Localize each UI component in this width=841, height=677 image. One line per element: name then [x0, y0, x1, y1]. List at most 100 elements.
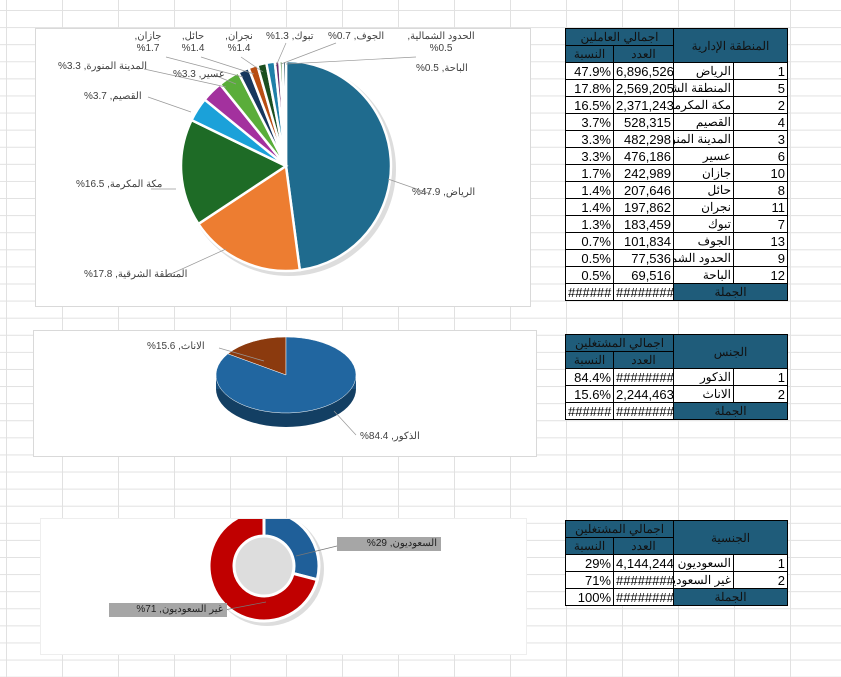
no-cell[interactable]: 4: [733, 113, 788, 131]
label-jouf: الجوف, 0.7%: [328, 31, 385, 42]
label-saudi: السعوديون, 29%: [337, 537, 441, 551]
pct-cell[interactable]: 3.7%: [565, 113, 614, 131]
no-cell[interactable]: 1: [733, 368, 789, 386]
pct-cell[interactable]: 15.6%: [565, 385, 614, 403]
name-cell[interactable]: القصيم: [673, 113, 734, 131]
label-najran: نجران, 1.4%: [225, 31, 253, 54]
no-cell[interactable]: 6: [733, 147, 788, 165]
no-cell[interactable]: 3: [733, 130, 788, 148]
table-row: 1.7% 242,989 جازان 10: [565, 164, 788, 182]
pct-cell[interactable]: 1.4%: [565, 181, 614, 199]
name-cell[interactable]: الباحة: [673, 266, 734, 284]
leader-line: [200, 56, 255, 75]
name-cell[interactable]: تبوك: [673, 215, 734, 233]
pct-cell[interactable]: 1.4%: [565, 198, 614, 216]
pct-cell[interactable]: 71%: [565, 571, 614, 589]
no-cell[interactable]: 9: [733, 249, 788, 267]
no-cell[interactable]: 2: [733, 385, 789, 403]
pie-slice[interactable]: [284, 59, 393, 272]
total-count-cell[interactable]: #########: [612, 402, 675, 420]
table-row: 1.3% 183,459 تبوك 7: [565, 215, 788, 233]
pct-header: النسبة: [565, 537, 614, 555]
nationality-donut-chart[interactable]: السعوديون, 29% غير السعوديون, 71%: [40, 509, 527, 655]
name-cell[interactable]: جازان: [673, 164, 734, 182]
name-cell[interactable]: الرياض: [673, 62, 734, 80]
no-cell[interactable]: 1: [733, 554, 789, 572]
pct-cell[interactable]: 16.5%: [565, 96, 614, 114]
total-label: الجملة: [673, 402, 789, 420]
count-cell[interactable]: 101,834: [613, 232, 674, 250]
name-cell[interactable]: غير السعوديين: [673, 571, 735, 589]
label-non-saudi: غير السعوديون, 71%: [109, 603, 227, 617]
count-cell[interactable]: 207,646: [613, 181, 674, 199]
pct-cell[interactable]: 84.4%: [565, 368, 614, 386]
leader-line: [165, 56, 244, 78]
regions-pie-chart[interactable]: الرياض, 47.9% المنطقة الشرقية, 17.8% مكة…: [35, 28, 531, 307]
total-pct-cell[interactable]: ######: [565, 402, 614, 420]
name-cell[interactable]: الجوف: [673, 232, 734, 250]
nationality-table: اجمالي المشتغلين الجنسية النسبة العدد 29% 4,…: [564, 520, 789, 606]
count-cell[interactable]: 242,989: [613, 164, 674, 182]
pct-cell[interactable]: 1.3%: [565, 215, 614, 233]
no-cell[interactable]: 1: [733, 62, 788, 80]
total-count-cell[interactable]: #########: [613, 283, 674, 301]
gender-pie-chart[interactable]: الذكور, 84.4% الاناث, 15.6%: [33, 330, 537, 457]
total-pct-cell[interactable]: ######: [565, 283, 614, 301]
count-cell[interactable]: #########: [612, 368, 675, 386]
count-cell[interactable]: 69,516: [613, 266, 674, 284]
pct-cell[interactable]: 29%: [565, 554, 614, 572]
total-pct-cell[interactable]: 100%: [565, 588, 614, 606]
pct-cell[interactable]: 1.7%: [565, 164, 614, 182]
count-cell[interactable]: 476,186: [613, 147, 674, 165]
pie-slice[interactable]: [179, 118, 289, 226]
no-cell[interactable]: 8: [733, 181, 788, 199]
pct-header: النسبة: [565, 351, 614, 369]
no-cell[interactable]: 13: [733, 232, 788, 250]
count-cell[interactable]: 2,569,205: [613, 79, 674, 97]
pct-cell[interactable]: 3.3%: [565, 130, 614, 148]
table-row: 0.7% 101,834 الجوف 13: [565, 232, 788, 250]
count-cell[interactable]: 2,371,243: [613, 96, 674, 114]
count-cell[interactable]: 6,896,526: [613, 62, 674, 80]
name-cell[interactable]: الحدود الشمالية: [673, 249, 734, 267]
no-cell[interactable]: 11: [733, 198, 788, 216]
no-cell[interactable]: 2: [733, 96, 788, 114]
pct-cell[interactable]: 3.3%: [565, 147, 614, 165]
pct-cell[interactable]: 0.5%: [565, 249, 614, 267]
pie-slice[interactable]: [215, 336, 357, 414]
label-eastern: المنطقة الشرقية, 17.8%: [84, 269, 188, 280]
name-cell[interactable]: الذكور: [673, 368, 735, 386]
category-header: الجنس: [673, 334, 789, 369]
name-cell[interactable]: المدينة المنورة: [673, 130, 734, 148]
count-cell[interactable]: 528,315: [613, 113, 674, 131]
total-count-cell[interactable]: #########: [612, 588, 675, 606]
count-cell[interactable]: 2,244,463: [612, 385, 675, 403]
count-cell[interactable]: 197,862: [613, 198, 674, 216]
no-cell[interactable]: 12: [733, 266, 788, 284]
name-cell[interactable]: نجران: [673, 198, 734, 216]
count-cell[interactable]: #########: [612, 571, 675, 589]
pct-cell[interactable]: 0.7%: [565, 232, 614, 250]
pie-slice[interactable]: [281, 59, 288, 167]
pct-cell[interactable]: 0.5%: [565, 266, 614, 284]
name-cell[interactable]: حائل: [673, 181, 734, 199]
table-row: 15.6% 2,244,463 الاناث 2: [565, 385, 789, 403]
no-cell[interactable]: 10: [733, 164, 788, 182]
name-cell[interactable]: السعوديون: [673, 554, 735, 572]
count-cell[interactable]: 77,536: [613, 249, 674, 267]
no-cell[interactable]: 2: [733, 571, 789, 589]
pct-cell[interactable]: 17.8%: [565, 79, 614, 97]
pct-cell[interactable]: 47.9%: [565, 62, 614, 80]
name-cell[interactable]: مكة المكرمة: [673, 96, 734, 114]
no-cell[interactable]: 5: [733, 79, 788, 97]
count-cell[interactable]: 183,459: [613, 215, 674, 233]
pie-slice[interactable]: [196, 163, 302, 273]
no-cell[interactable]: 7: [733, 215, 788, 233]
pie-slice[interactable]: [262, 509, 321, 582]
name-cell[interactable]: عسير: [673, 147, 734, 165]
count-cell[interactable]: 482,298: [613, 130, 674, 148]
count-cell[interactable]: 4,144,244: [612, 554, 675, 572]
name-cell[interactable]: المنطقة الشرقية: [673, 79, 734, 97]
pie-slice[interactable]: [227, 336, 287, 376]
name-cell[interactable]: الاناث: [673, 385, 735, 403]
